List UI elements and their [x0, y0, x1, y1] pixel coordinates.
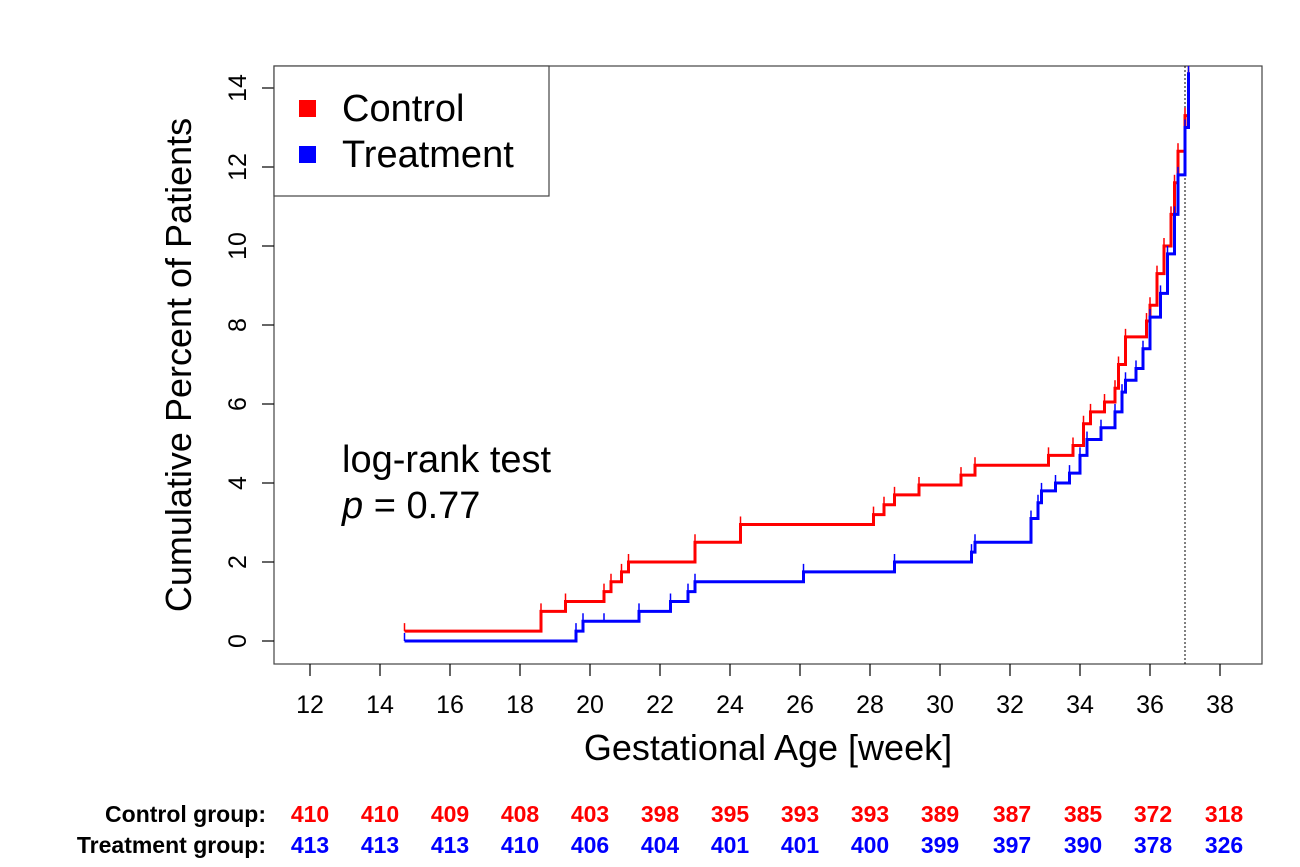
x-tick-label: 24	[716, 691, 744, 719]
y-tick-label: 8	[224, 318, 252, 332]
risk-table-cell: 410	[361, 801, 399, 827]
risk-table-cell: 393	[851, 801, 889, 827]
y-axis-title: Cumulative Percent of Patients	[158, 118, 199, 612]
series-line-control	[404, 72, 1190, 633]
risk-table-cell: 404	[641, 832, 680, 858]
risk-table-cell: 400	[851, 832, 889, 858]
x-axis-title: Gestational Age [week]	[584, 727, 952, 768]
y-tick-label: 10	[224, 232, 252, 260]
risk-table-cell: 413	[291, 832, 329, 858]
annotation-p-value: p = 0.77	[341, 485, 480, 527]
p-symbol: p	[341, 485, 363, 527]
x-tick-label: 36	[1136, 691, 1164, 719]
risk-table-cell: 409	[431, 801, 469, 827]
y-tick-label: 14	[224, 74, 252, 102]
risk-table-cell: 385	[1064, 801, 1103, 827]
risk-table-cell: 410	[291, 801, 329, 827]
risk-table-cell: 413	[361, 832, 399, 858]
risk-table-cell: 410	[501, 832, 539, 858]
risk-table-cell: 401	[711, 832, 750, 858]
risk-table-cell: 398	[641, 801, 680, 827]
x-tick-label: 20	[576, 691, 604, 719]
legend-swatch-control	[299, 100, 316, 117]
risk-table-cell: 393	[781, 801, 819, 827]
x-tick-label: 30	[926, 691, 954, 719]
risk-table-cell: 390	[1064, 832, 1102, 858]
x-tick-label: 34	[1066, 691, 1094, 719]
p-value-text: = 0.77	[363, 485, 480, 527]
risk-table-cell: 387	[993, 801, 1031, 827]
risk-table-label: Control group:	[105, 801, 266, 827]
annotation-test-name: log-rank test	[342, 439, 552, 481]
y-tick-label: 0	[224, 634, 252, 648]
x-tick-label: 32	[996, 691, 1024, 719]
x-tick-label: 12	[296, 691, 324, 719]
risk-table-cell: 389	[921, 801, 959, 827]
risk-table-cell: 397	[993, 832, 1031, 858]
x-tick-label: 26	[786, 691, 814, 719]
legend-label-treatment: Treatment	[342, 134, 514, 176]
risk-table-cell: 413	[431, 832, 469, 858]
risk-table-cell: 401	[781, 832, 820, 858]
legend-swatch-treatment	[299, 146, 316, 163]
y-tick-label: 12	[224, 153, 252, 181]
risk-table-cell: 326	[1205, 832, 1243, 858]
y-tick-label: 4	[224, 476, 252, 490]
legend-box	[273, 65, 550, 197]
risk-table-label: Treatment group:	[77, 832, 266, 858]
x-tick-label: 38	[1206, 691, 1234, 719]
series-line-treatment	[404, 72, 1190, 643]
x-tick-label: 18	[506, 691, 534, 719]
x-tick-label: 22	[646, 691, 674, 719]
risk-table-cell: 406	[571, 832, 609, 858]
risk-table-cell: 378	[1134, 832, 1173, 858]
risk-table-cell: 403	[571, 801, 609, 827]
x-tick-label: 14	[366, 691, 394, 719]
x-tick-label: 28	[856, 691, 884, 719]
series-group	[403, 66, 1190, 643]
risk-table-cell: 395	[711, 801, 750, 827]
x-tick-label: 16	[436, 691, 464, 719]
y-tick-label: 2	[224, 555, 252, 569]
risk-table-cell: 318	[1205, 801, 1244, 827]
legend-label-control: Control	[342, 88, 465, 130]
risk-table-cell: 372	[1134, 801, 1172, 827]
plot-frame	[273, 65, 1263, 665]
risk-table-cell: 399	[921, 832, 959, 858]
risk-table-cell: 408	[501, 801, 540, 827]
y-tick-label: 6	[224, 397, 252, 411]
